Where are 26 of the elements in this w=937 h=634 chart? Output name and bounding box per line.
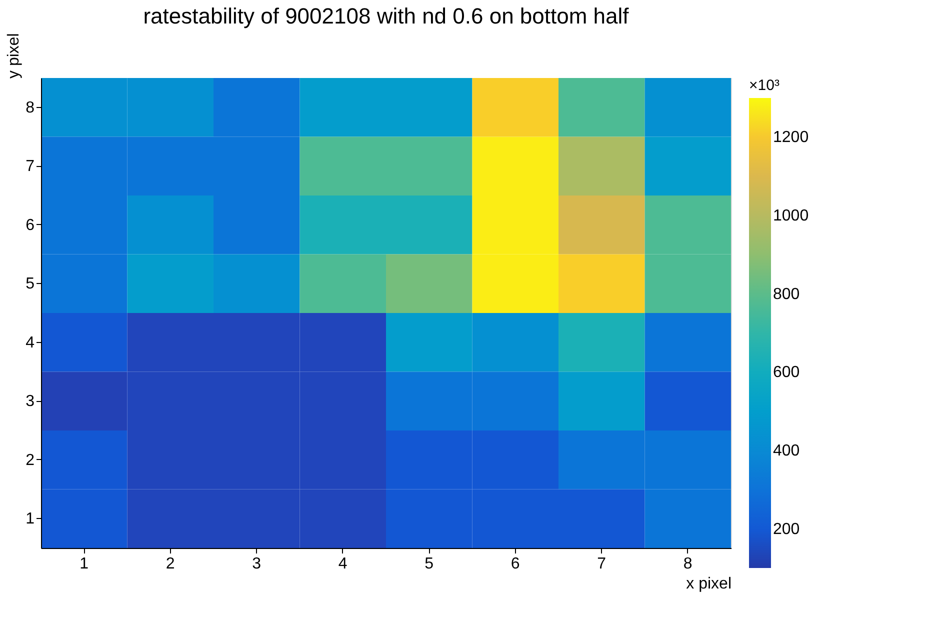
y-tick-label: 1 xyxy=(26,510,35,528)
y-tick-label: 2 xyxy=(26,452,35,469)
y-tick-label: 8 xyxy=(26,99,35,116)
x-axis-title: x pixel xyxy=(686,576,732,592)
x-tick-label: 7 xyxy=(597,556,606,572)
y-tick-label: 7 xyxy=(26,158,35,176)
x-tick-label: 1 xyxy=(80,556,89,572)
y-tick-label: 5 xyxy=(26,276,35,293)
color-bar-label: 600 xyxy=(773,364,800,382)
y-tick-label: 3 xyxy=(26,393,35,410)
y-tick-label: 6 xyxy=(26,216,35,234)
color-bar-label: 1000 xyxy=(773,208,809,224)
y-axis-title: y pixel xyxy=(6,33,23,78)
color-bar-title: ×10³ xyxy=(749,77,780,94)
color-bar-label: 200 xyxy=(773,520,800,538)
x-tick-label: 5 xyxy=(424,556,434,572)
x-tick-label: 4 xyxy=(338,556,348,572)
x-tick-label: 6 xyxy=(510,556,520,572)
color-bar-label: 400 xyxy=(773,442,800,460)
chart-title: ratestability of 9002108 with nd 0.6 on bottom half xyxy=(143,4,630,29)
y-tick-label: 4 xyxy=(26,334,35,352)
color-bar-label: 800 xyxy=(773,286,800,303)
x-tick-label: 3 xyxy=(252,556,262,572)
x-tick-label: 2 xyxy=(166,556,175,572)
x-tick-label: 8 xyxy=(683,556,692,572)
color-bar-label: 1200 xyxy=(773,129,809,146)
